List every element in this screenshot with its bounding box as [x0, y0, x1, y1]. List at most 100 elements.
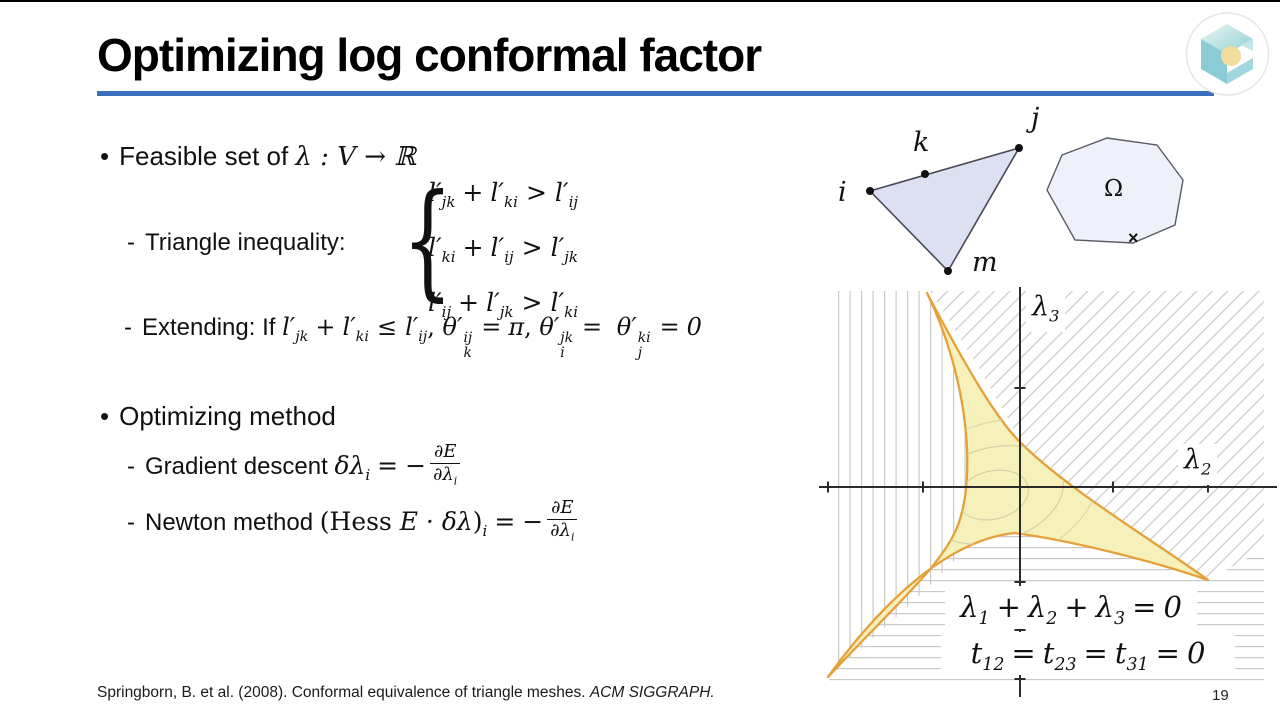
hess-open: (Hess: [319, 507, 400, 536]
axis-subscript: 2: [1201, 459, 1212, 479]
theta-term: θ′: [616, 313, 637, 341]
term: l′: [405, 313, 419, 341]
zero: 0: [1186, 636, 1206, 670]
term: l′: [428, 178, 442, 207]
bullet-newton-method: - Newton method (Hess E · δλ)i = − ∂E ∂λi: [127, 496, 578, 555]
lambda-symbol: λ: [960, 590, 979, 624]
term: l′: [282, 313, 296, 341]
term-subscript: ki: [441, 248, 456, 266]
plus-operator: +: [462, 178, 484, 207]
triangle-inequality-system: l′jk + l′ki > l′ij l′ki + l′ij > l′jk l′ij + l′jk >…: [428, 170, 578, 335]
comma: ,: [427, 313, 443, 341]
subscript: 31: [1126, 654, 1149, 675]
fraction-denominator: ∂λ: [433, 463, 454, 485]
less-equal: ≤: [376, 313, 398, 341]
plus-operator: +: [462, 233, 484, 262]
gradient-descent-label: Gradient descent: [145, 453, 335, 480]
zero: 0: [1163, 590, 1182, 624]
vertex-label-j: j: [1031, 103, 1040, 134]
subscript: 12: [982, 654, 1005, 675]
theta-subscript: i: [560, 344, 565, 361]
theta-term: θ′: [442, 313, 463, 341]
vertex-label-i: i: [838, 177, 847, 208]
plus-operator: +: [315, 313, 336, 341]
dash-marker: -: [127, 453, 135, 480]
citation-venue: ACM SIGGRAPH.: [589, 684, 715, 701]
mesh-diagram: [866, 137, 1184, 275]
y-axis-label: λ3: [1026, 291, 1066, 333]
top-border-line: [0, 0, 1280, 2]
plus-operator: +: [458, 288, 480, 317]
term-subscript: ij: [418, 328, 428, 345]
equals: =: [1083, 636, 1108, 670]
citation-text: Springborn, B. et al. (2008). Conformal …: [97, 684, 590, 701]
dash-marker: -: [127, 509, 135, 536]
edge-point-dot-k: [921, 170, 929, 178]
term-subscript: ij: [441, 303, 452, 321]
theta-subscript: k: [463, 344, 472, 361]
bullet-optimizing-method: • Optimizing method: [100, 400, 336, 432]
dash-marker: -: [127, 229, 135, 256]
subscript-i: i: [570, 530, 575, 544]
constraint-equation-lambda-sum: λ1 + λ2 + λ3 = 0: [945, 586, 1197, 629]
term-subscript: ij: [504, 248, 514, 266]
term-subscript: jk: [441, 193, 456, 211]
vertex-dot-i: [866, 187, 874, 195]
t-symbol: t: [1042, 636, 1055, 670]
vertex-label-k: k: [913, 127, 930, 158]
term-subscript: ki: [355, 328, 369, 345]
bullet-triangle-inequality: - Triangle inequality:: [127, 229, 346, 257]
subscript: 2: [1046, 608, 1058, 629]
equals: =: [481, 313, 502, 341]
term: l′: [486, 288, 500, 317]
title-underline: [97, 91, 1214, 96]
bullet-marker: •: [100, 141, 110, 171]
equals: =: [582, 313, 603, 341]
partial-derivative-fraction: ∂E ∂λi: [430, 440, 461, 488]
logo-cube-upper-right-face: [1241, 39, 1253, 51]
minus-sign: −: [405, 451, 427, 480]
theta-superscript: ij: [463, 329, 473, 346]
logo: [1185, 12, 1270, 96]
footer-citation: Springborn, B. et al. (2008). Conformal …: [97, 684, 715, 702]
zero: 0: [686, 313, 702, 341]
delta-lambda: δλ: [334, 451, 366, 480]
inequality-row: l′ki + l′ij > l′jk: [428, 225, 578, 280]
theta-superscript: jk: [560, 329, 574, 346]
term: l′: [428, 288, 442, 317]
bullet-extending: - Extending: If l′jk + l′ki ≤ l′ij, θ′ ij k = π, …: [124, 306, 702, 361]
vertex-dot-m: [944, 267, 952, 275]
constraint-equation-t: t12 = t23 = t31 = 0: [941, 632, 1235, 675]
fraction-numerator: ∂E: [551, 496, 574, 518]
cross-marker: ×: [1128, 228, 1139, 248]
close-paren: ): [472, 507, 483, 536]
fraction-numerator: ∂E: [433, 440, 457, 462]
term: l′: [550, 233, 565, 262]
term-subscript: ki: [504, 193, 518, 211]
extending-label: Extending: If: [142, 314, 283, 341]
subscript-i: i: [453, 474, 458, 488]
lambda-symbol: λ: [1184, 444, 1202, 475]
term-subscript: jk: [295, 328, 309, 345]
logo-cube-left-face: [1201, 39, 1227, 84]
pi: π: [508, 313, 525, 341]
x-axis-label: λ2: [1178, 444, 1218, 486]
inequality-row: l′ij + l′jk > l′ki: [428, 280, 578, 335]
feasible-label: Feasible set of: [119, 141, 296, 171]
term: l′: [490, 233, 505, 262]
dot-delta-lambda: · δλ: [417, 507, 473, 536]
term-subscript: ki: [564, 303, 579, 321]
minus-sign: −: [522, 507, 544, 536]
comma: ,: [524, 313, 540, 341]
feasible-region: [826, 291, 1210, 679]
domain-polygon-omega: [1046, 137, 1184, 244]
term: l′: [428, 233, 442, 262]
partial-derivative-fraction: ∂E ∂λi: [547, 496, 578, 544]
vertex-label-m: m: [972, 247, 998, 278]
plus-operator: +: [1064, 590, 1089, 624]
page-title: Optimizing log conformal factor: [97, 29, 762, 81]
subscript-i: i: [482, 522, 488, 540]
subscript: 23: [1054, 654, 1077, 675]
triangle-ijm: [868, 146, 1021, 273]
t-symbol: t: [1114, 636, 1127, 670]
